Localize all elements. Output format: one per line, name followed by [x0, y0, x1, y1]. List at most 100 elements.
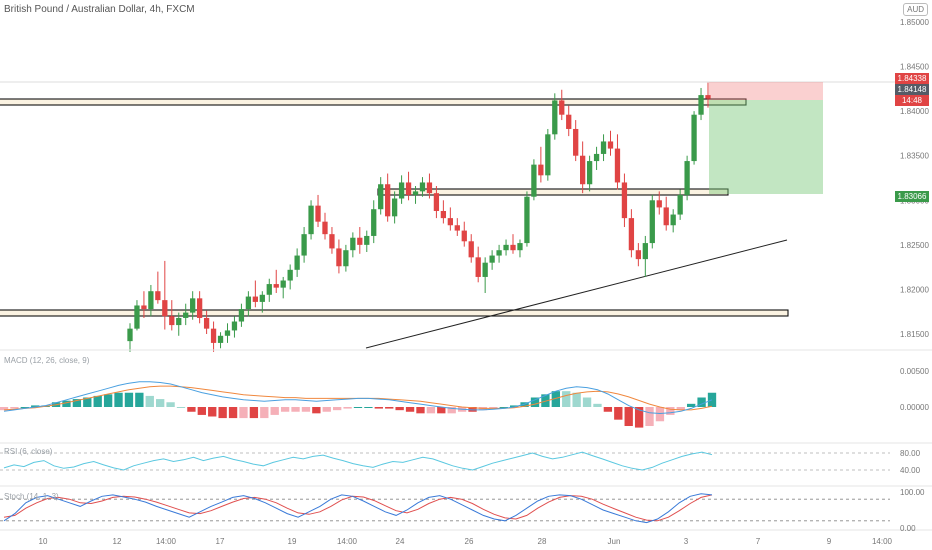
macd-histogram-bar [687, 403, 696, 407]
candle-body [538, 164, 544, 176]
time-tick-label: 12 [113, 537, 122, 546]
take-profit-zone [709, 100, 823, 194]
last-price-label: 1.84148 [895, 84, 929, 95]
candle-body [433, 193, 440, 211]
candle-body [510, 244, 516, 251]
candle-body [141, 305, 147, 310]
macd-histogram-bar [31, 405, 40, 407]
macd-histogram-bar [530, 397, 540, 407]
time-tick-label: Jun [608, 537, 621, 546]
candle-body [628, 218, 635, 251]
macd-histogram-bar [228, 407, 238, 419]
rsi-label: RSI (6, close) [4, 447, 53, 456]
candle-body [447, 218, 453, 226]
candle-body [224, 330, 231, 336]
candle-body [294, 255, 300, 270]
candle-body [398, 182, 405, 199]
macd-histogram-bar [301, 407, 311, 412]
price-tick-label: 1.85000 [900, 18, 929, 27]
candle-body [489, 255, 495, 263]
macd-histogram-bar [645, 407, 654, 427]
candle-body [196, 298, 203, 318]
candle-body [371, 209, 377, 236]
candle-body [621, 182, 628, 219]
candle-body [217, 335, 224, 343]
candle-body [329, 234, 335, 249]
macd-histogram-bar [20, 407, 29, 408]
macd-tick-label: 0.00000 [900, 403, 929, 412]
macd-tick-label: 0.00500 [900, 367, 929, 376]
candle-body [176, 317, 182, 326]
macd-histogram-bar [489, 407, 498, 409]
chart-title: British Pound / Australian Dollar, 4h, F… [4, 4, 195, 15]
candle-body [663, 207, 669, 226]
macd-histogram-bar [270, 407, 279, 415]
support-zone [0, 309, 789, 317]
macd-histogram-bar [145, 395, 154, 407]
candle-body [364, 235, 370, 245]
candle-body [280, 280, 286, 288]
macd-histogram-bar [593, 403, 602, 407]
macd-histogram-bar [312, 407, 321, 414]
candle-body [677, 194, 683, 215]
macd-histogram-bar [582, 397, 592, 407]
candle-body [635, 250, 642, 260]
candle-body [586, 161, 593, 185]
candle-body [378, 184, 384, 210]
candle-body [231, 321, 238, 331]
macd-histogram-bar [176, 407, 186, 408]
candle-body [475, 257, 481, 277]
macd-histogram-bar [10, 407, 19, 409]
time-tick-label: 28 [538, 537, 547, 546]
time-tick-label: 9 [827, 537, 832, 546]
rsi-tick-label: 40.00 [900, 466, 921, 475]
price-tick-label: 1.83500 [900, 152, 929, 161]
candle-body [656, 200, 662, 208]
macd-histogram-bar [353, 407, 363, 408]
candle-body [566, 114, 572, 129]
macd-histogram-bar [697, 397, 706, 407]
macd-histogram-bar [291, 407, 300, 412]
candle-body [238, 309, 245, 322]
candle-body [210, 328, 217, 343]
macd-histogram-bar [239, 407, 248, 419]
candle-body [357, 237, 363, 245]
candle-body [440, 210, 447, 219]
candle-body [607, 141, 614, 149]
candle-body [315, 205, 321, 222]
macd-histogram-bar [156, 399, 165, 407]
stoch-tick-label: 0.00 [900, 524, 916, 533]
macd-histogram-bar [572, 392, 581, 407]
macd-histogram-bar [374, 407, 383, 409]
candle-body [391, 198, 398, 217]
time-tick-label: 7 [756, 537, 761, 546]
resistance-zone [0, 98, 747, 106]
candle-body [600, 141, 607, 154]
macd-histogram-bar [166, 402, 175, 407]
time-tick-label: 14:00 [156, 537, 177, 546]
candle-body [183, 312, 189, 318]
price-tick-label: 1.82000 [900, 285, 929, 294]
macd-histogram-bar [468, 407, 477, 412]
target-price-label: 1.83066 [895, 191, 929, 202]
macd-label: MACD (12, 26, close, 9) [4, 356, 90, 365]
time-tick-label: 24 [396, 537, 405, 546]
time-tick-label: 14:00 [872, 537, 893, 546]
candle-body [412, 191, 419, 195]
macd-histogram-bar [197, 407, 206, 415]
time-tick-label: 10 [39, 537, 48, 546]
macd-histogram-bar [603, 407, 613, 412]
candle-body [670, 214, 676, 226]
macd-histogram-bar [655, 407, 665, 422]
candle-body [336, 248, 342, 267]
time-tick-label: 14:00 [337, 537, 358, 546]
macd-histogram-bar [218, 407, 227, 419]
currency-selector[interactable]: AUD [903, 3, 928, 16]
macd-histogram-bar [437, 407, 446, 414]
time-tick-label: 17 [216, 537, 225, 546]
macd-histogram-bar [562, 391, 571, 407]
candle-body [503, 244, 509, 251]
candle-body [573, 128, 579, 156]
macd-histogram-bar [676, 407, 685, 411]
